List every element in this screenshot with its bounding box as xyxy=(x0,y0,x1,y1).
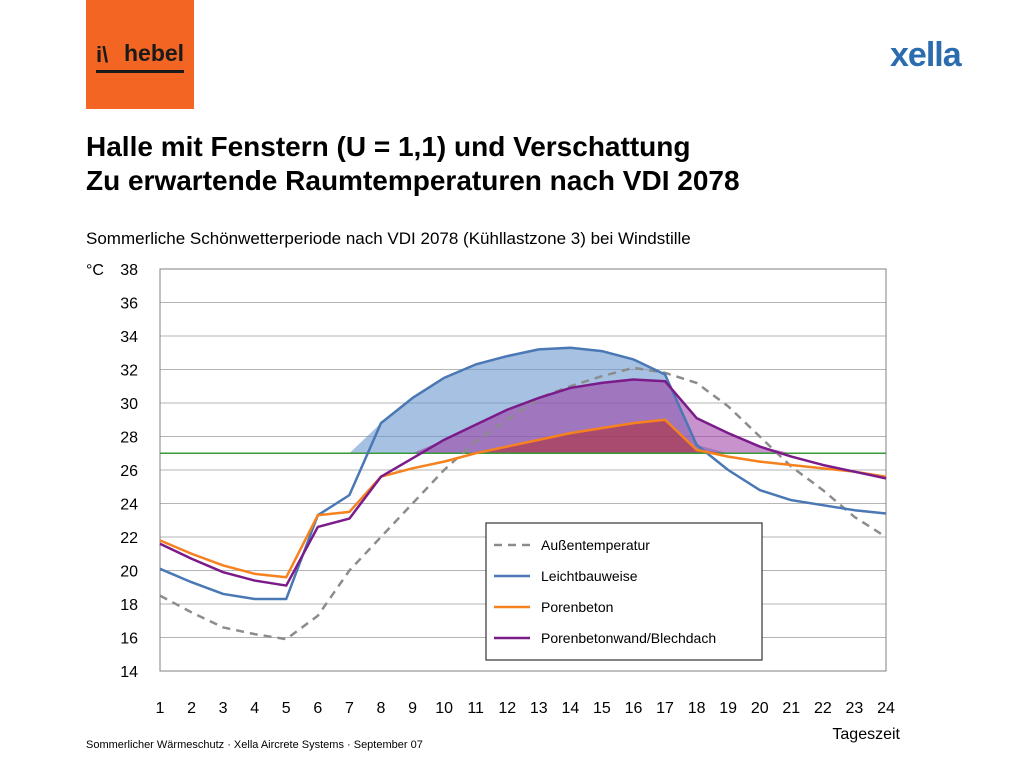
x-tick-label: 14 xyxy=(561,700,579,717)
x-tick-label: 3 xyxy=(219,700,228,717)
y-tick-label: 32 xyxy=(120,363,138,380)
x-tick-label: 13 xyxy=(530,700,548,717)
y-tick-label: 34 xyxy=(120,329,138,346)
x-tick-label: 9 xyxy=(408,700,417,717)
y-tick-label: 22 xyxy=(120,530,138,547)
series-line-0 xyxy=(159,366,887,641)
hebel-logo-glyph: i\ xyxy=(96,42,109,67)
x-tick-label: 1 xyxy=(156,700,165,717)
chart-subtitle: Sommerliche Schönwetterperiode nach VDI … xyxy=(86,229,691,248)
x-tick-label: 22 xyxy=(814,700,832,717)
x-tick-label: 20 xyxy=(751,700,769,717)
hebel-logo: i\ hebel xyxy=(86,0,194,109)
y-tick-label: 20 xyxy=(120,564,138,581)
x-tick-label: 4 xyxy=(250,700,259,717)
y-tick-label: 24 xyxy=(120,497,138,514)
area-porenbetonwand-blechdach xyxy=(160,379,886,454)
series-line-3 xyxy=(159,378,887,587)
page-title: Halle mit Fenstern (U = 1,1) und Verscha… xyxy=(86,130,740,198)
legend-box xyxy=(485,522,763,661)
x-tick-label: 21 xyxy=(782,700,800,717)
area-porenbeton xyxy=(160,419,886,454)
x-tick-label: 12 xyxy=(498,700,516,717)
y-tick-label: 26 xyxy=(120,463,138,480)
x-tick-label: 15 xyxy=(593,700,611,717)
title-line-1: Halle mit Fenstern (U = 1,1) und Verscha… xyxy=(86,131,691,162)
x-tick-label: 5 xyxy=(282,700,291,717)
legend-label: Außentemperatur xyxy=(541,537,650,553)
x-tick-label: 11 xyxy=(467,700,484,717)
footer-text: Sommerlicher Wärmeschutz · Xella Aircret… xyxy=(86,739,423,751)
y-tick-label: 36 xyxy=(120,296,138,313)
series-line-2 xyxy=(159,418,887,579)
y-axis-unit: °C xyxy=(86,262,104,279)
series-line-1 xyxy=(159,346,887,601)
y-tick-label: 16 xyxy=(120,631,138,648)
legend-label: Leichtbauweise xyxy=(541,568,638,584)
x-tick-label: 17 xyxy=(656,700,674,717)
x-tick-label: 10 xyxy=(435,700,453,717)
legend-label: Porenbeton xyxy=(541,599,613,615)
y-tick-label: 30 xyxy=(120,396,138,413)
x-tick-label: 18 xyxy=(688,700,706,717)
x-tick-label: 2 xyxy=(187,700,196,717)
title-line-2: Zu erwartende Raumtemperaturen nach VDI … xyxy=(86,165,740,196)
x-tick-label: 23 xyxy=(846,700,864,717)
x-tick-label: 8 xyxy=(377,700,386,717)
plot-frame xyxy=(159,268,887,672)
y-tick-label: 14 xyxy=(120,664,138,681)
y-tick-label: 38 xyxy=(120,262,138,279)
hebel-logo-text: hebel xyxy=(124,40,185,66)
x-tick-label: 24 xyxy=(877,700,895,717)
area-leichtbauweise xyxy=(160,347,886,454)
x-axis-label: Tageszeit xyxy=(832,726,900,743)
x-tick-label: 19 xyxy=(719,700,737,717)
legend-label: Porenbetonwand/Blechdach xyxy=(541,630,716,646)
x-tick-label: 7 xyxy=(345,700,354,717)
y-tick-label: 18 xyxy=(120,597,138,614)
y-tick-label: 28 xyxy=(120,430,138,447)
xella-logo: xella xyxy=(890,36,962,74)
x-tick-label: 6 xyxy=(313,700,322,717)
hebel-logo-underline xyxy=(96,70,184,73)
x-tick-label: 16 xyxy=(625,700,643,717)
